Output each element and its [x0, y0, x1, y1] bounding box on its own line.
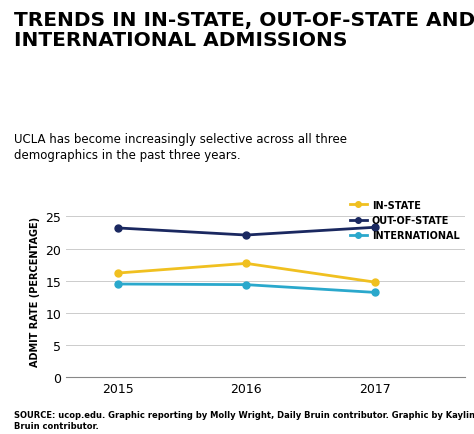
Y-axis label: ADMIT RATE (PERCENTAGE): ADMIT RATE (PERCENTAGE)	[30, 216, 40, 366]
Text: UCLA has become increasingly selective across all three
demographics in the past: UCLA has become increasingly selective a…	[14, 132, 347, 162]
Legend: IN-STATE, OUT-OF-STATE, INTERNATIONAL: IN-STATE, OUT-OF-STATE, INTERNATIONAL	[349, 200, 460, 241]
Text: TRENDS IN IN-STATE, OUT-OF-STATE AND
INTERNATIONAL ADMISSIONS: TRENDS IN IN-STATE, OUT-OF-STATE AND INT…	[14, 11, 474, 50]
Text: SOURCE: ucop.edu. Graphic reporting by Molly Wright, Daily Bruin contributor. Gr: SOURCE: ucop.edu. Graphic reporting by M…	[14, 410, 474, 430]
